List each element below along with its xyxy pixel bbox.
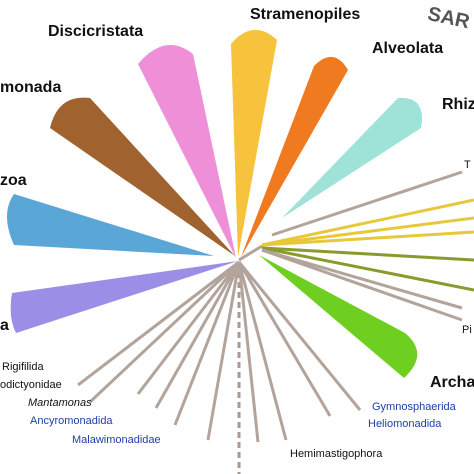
label-stramenopiles: Stramenopiles <box>250 6 361 23</box>
branch-gymnosphaerida <box>237 261 332 417</box>
label-heliomonadida: Heliomonadida <box>368 418 442 430</box>
branch-apusomonadida <box>88 260 241 404</box>
label-gymnosphaerida: Gymnosphaerida <box>372 401 456 413</box>
wedge-archaeplastida <box>259 255 418 378</box>
branch-lower-a <box>206 261 241 441</box>
branch-hemimastigophora <box>237 261 288 441</box>
label-amoebozoa: zoa <box>0 172 27 189</box>
wedge-discicristata <box>138 45 236 259</box>
label-ancyromonadida: Ancyromonadida <box>30 415 113 427</box>
branch-grey-right-1 <box>261 248 463 310</box>
label-alveolata: Alveolata <box>372 40 444 57</box>
branch-olive-2 <box>261 246 474 292</box>
branch-yellow-2 <box>261 216 474 247</box>
label-metamonada: monada <box>0 79 62 96</box>
branch-olive-1 <box>261 246 474 262</box>
label-malawimonadidae: Malawimonadidae <box>72 434 161 446</box>
branch-grey-right-2 <box>261 248 463 322</box>
branch-heliomonadida <box>237 261 362 411</box>
wedge-metamonada <box>50 97 235 256</box>
wedge-amoebozoa <box>7 194 214 256</box>
branch-lower-b <box>237 261 260 443</box>
label-right-top: T <box>464 159 471 171</box>
branch-malawimonadidae <box>173 261 241 426</box>
label-rigifilida: Rigifilida <box>2 361 44 373</box>
branch-center-right <box>238 244 263 262</box>
label-rhizaria: Rhiz <box>442 96 474 113</box>
branch-grey-right-top <box>271 170 463 237</box>
label-archaeplastida: Archa <box>430 374 474 391</box>
wedge-left-lower <box>10 261 238 333</box>
label-discicristata: Discicristata <box>48 23 144 40</box>
wedge-alveolata <box>241 56 348 258</box>
wedge-rhizaria <box>282 97 423 218</box>
branch-yellow-1 <box>261 198 474 247</box>
label-hemimastigophora: Hemimastigophora <box>290 448 383 460</box>
branch-mantamonas <box>136 261 241 395</box>
branch-rigifilida <box>77 260 240 387</box>
label-right-pi: Pi <box>462 324 472 336</box>
branch-yellow-3 <box>261 230 474 247</box>
branch-ancyromonadida <box>154 261 241 409</box>
wedge-stramenopiles <box>231 29 277 257</box>
label-left-lower: a <box>0 317 9 334</box>
label-apusomonadida: odictyonidae <box>0 379 62 391</box>
label-mantamonas: Mantamonas <box>28 397 92 409</box>
